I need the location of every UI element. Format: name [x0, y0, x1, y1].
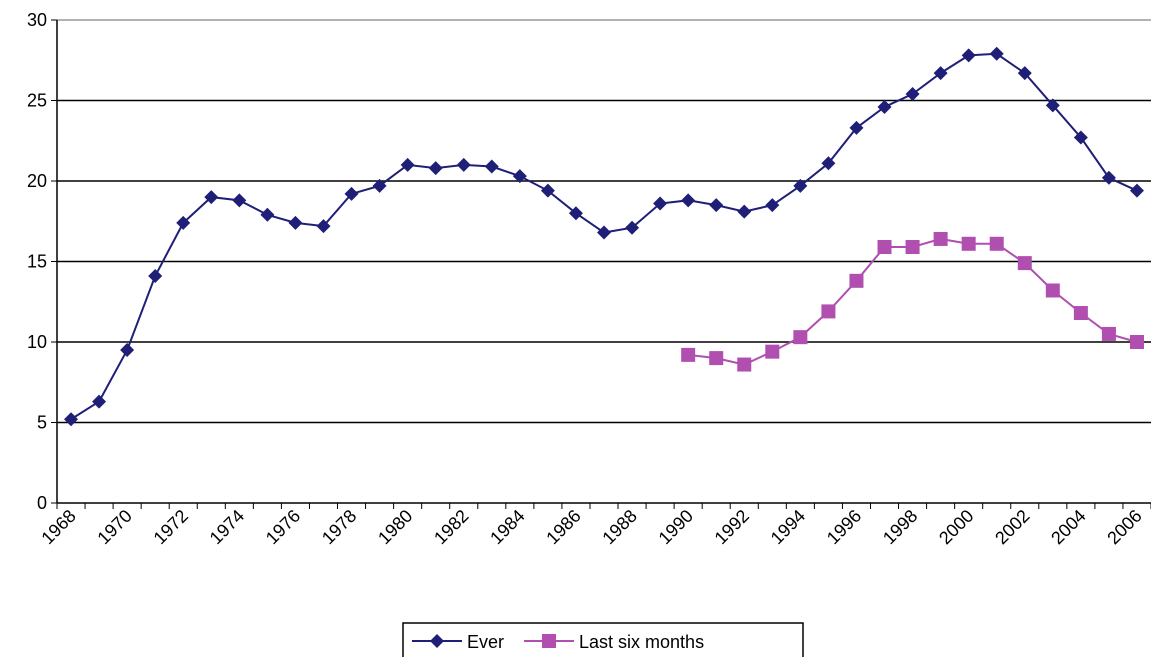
legend-label: Last six months	[579, 632, 704, 652]
x-tick-label: 1986	[542, 506, 584, 548]
point	[737, 357, 752, 372]
x-tick-label: 2002	[991, 506, 1033, 548]
x-tick-label: 1974	[206, 506, 248, 548]
point	[232, 193, 247, 208]
point	[484, 159, 499, 174]
x-tick-label: 1972	[150, 506, 192, 548]
x-tick-label: 1984	[486, 506, 528, 548]
x-tick-label: 1998	[879, 506, 921, 548]
x-tick-label: 1982	[430, 506, 472, 548]
point	[905, 87, 920, 102]
y-tick-label: 20	[27, 171, 47, 191]
point	[1129, 183, 1144, 198]
series-line	[688, 237, 1138, 366]
point	[1017, 66, 1032, 81]
point	[540, 183, 555, 198]
y-tick-label: 15	[27, 252, 47, 272]
legend-box	[402, 622, 804, 657]
point	[1045, 98, 1060, 113]
point	[120, 343, 135, 358]
point	[625, 220, 640, 235]
point	[1101, 326, 1116, 341]
point	[512, 169, 527, 184]
point	[933, 231, 948, 246]
point	[316, 219, 331, 234]
point	[597, 225, 611, 240]
x-tick-label: 1976	[262, 506, 304, 548]
point	[653, 196, 668, 211]
x-tick-label: 1980	[374, 506, 416, 548]
point	[821, 304, 836, 319]
point	[709, 351, 724, 366]
y-tick-label: 0	[37, 493, 47, 513]
y-tick-label: 30	[27, 10, 47, 30]
point	[400, 157, 415, 172]
point	[568, 206, 583, 221]
point	[288, 215, 303, 230]
x-tick-label: 1994	[767, 506, 809, 548]
point	[793, 330, 808, 345]
legend-marker	[430, 634, 444, 648]
x-tick-label: 1990	[655, 506, 697, 548]
point	[1045, 283, 1060, 298]
point	[877, 99, 892, 114]
point	[765, 198, 780, 213]
legend-label: Ever	[467, 632, 504, 652]
point	[92, 394, 107, 409]
x-tick-label: 2006	[1103, 506, 1145, 548]
y-tick-label: 5	[37, 413, 47, 433]
point	[681, 193, 696, 208]
point	[344, 186, 359, 201]
point	[737, 204, 752, 219]
x-tick-label: 1988	[598, 506, 640, 548]
point	[877, 240, 892, 255]
point	[849, 120, 864, 135]
point	[1073, 130, 1088, 145]
point	[989, 236, 1004, 251]
point	[821, 156, 836, 171]
point	[905, 240, 920, 255]
point	[961, 48, 976, 63]
point	[849, 273, 864, 288]
point	[260, 207, 275, 222]
point	[989, 46, 1004, 61]
point	[765, 344, 780, 359]
point	[681, 347, 696, 362]
point	[793, 178, 808, 193]
legend: Ever Last six months	[402, 622, 804, 657]
point	[148, 268, 163, 283]
point	[1101, 170, 1116, 185]
point	[64, 412, 79, 427]
point	[456, 157, 471, 172]
point	[428, 161, 443, 176]
x-tick-label: 2000	[935, 506, 977, 548]
point	[1073, 306, 1088, 321]
x-tick-label: 1992	[711, 506, 753, 548]
x-tick-label: 1996	[823, 506, 865, 548]
point	[709, 198, 724, 213]
legend-marker	[542, 634, 557, 648]
x-tick-label: 2004	[1047, 506, 1089, 548]
y-tick-label: 25	[27, 91, 47, 111]
x-tick-label: 1970	[93, 506, 135, 548]
y-tick-label: 10	[27, 332, 47, 352]
point	[1017, 256, 1032, 271]
point	[176, 215, 191, 230]
point	[372, 178, 387, 193]
point	[961, 236, 976, 251]
point	[933, 66, 948, 81]
point	[204, 190, 219, 205]
point	[1129, 335, 1144, 349]
x-tick-label: 1978	[318, 506, 360, 548]
